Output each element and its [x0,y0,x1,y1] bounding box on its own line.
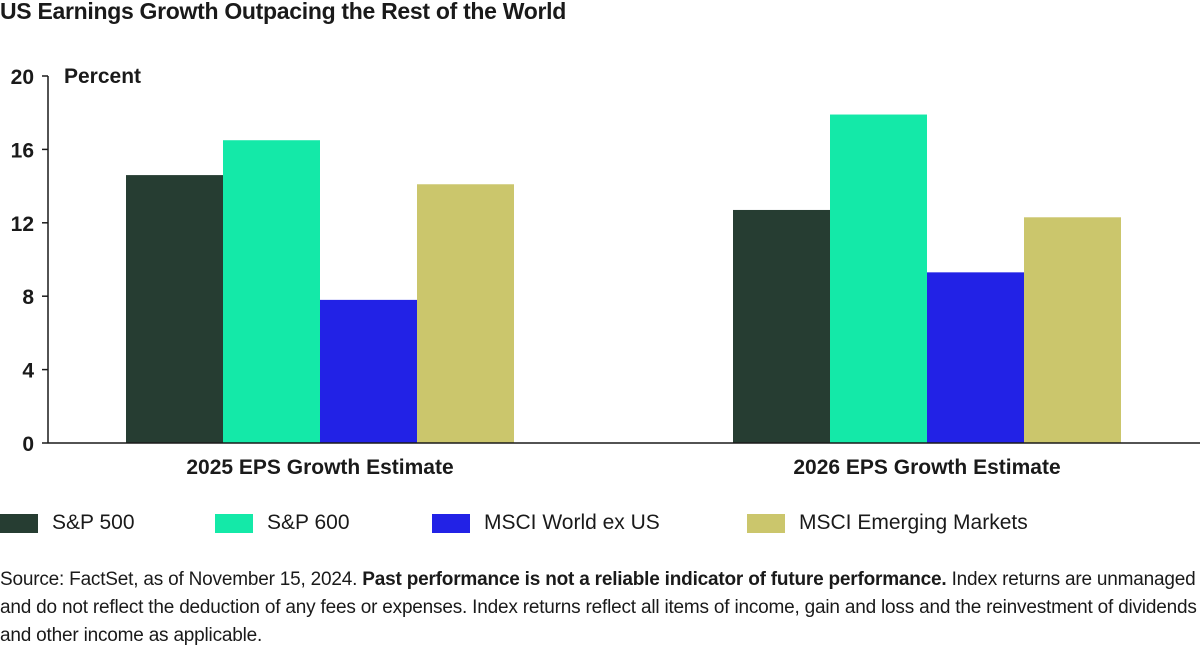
legend-swatch-sp600 [215,513,253,533]
y-tick-label-0: 0 [22,433,34,456]
legend-swatch-sp500 [0,513,38,533]
legend-label-msci-em: MSCI Emerging Markets [799,511,1028,534]
bar-1-1 [126,175,223,443]
y-tick-label-4: 4 [22,360,34,383]
bar-2-1 [733,209,830,443]
x-tick-label-1: 2025 EPS Growth Estimate [186,456,453,479]
y-axis-label: Percent [64,65,141,88]
legend-swatch-msci-em [747,513,785,533]
legend-item-sp500: S&P 500 [0,508,135,538]
bars-group [126,114,1121,443]
bar-2-2 [830,114,927,443]
bar-2-3 [927,272,1024,443]
footnote-disclaimer: Past performance is not a reliable indic… [362,569,947,590]
footnote-details: Index returns are unmanaged and do not r… [0,569,1197,646]
bar-2-4 [1024,217,1121,443]
legend-item-msci-em: MSCI Emerging Markets [747,508,1028,538]
bar-1-2 [223,140,320,443]
legend-item-sp600: S&P 600 [215,508,350,538]
footnote: Source: FactSet, as of November 15, 2024… [0,566,1200,650]
y-tick-label-12: 12 [11,213,34,236]
legend-label-sp600: S&P 600 [267,511,350,534]
y-tick-label-16: 16 [11,139,34,162]
y-tick-label-8: 8 [22,286,34,309]
bar-1-4 [417,184,514,443]
legend-swatch-msci-world [432,513,470,533]
legend-label-msci-world: MSCI World ex US [484,511,660,534]
bar-chart: 2025 EPS Growth Estimate 2026 EPS Growth … [11,65,1200,479]
footnote-source: Source: FactSet, as of November 15, 2024… [0,569,363,590]
bar-1-3 [320,299,417,443]
legend-item-msci-world: MSCI World ex US [432,508,660,538]
axes-group: 2025 EPS Growth Estimate 2026 EPS Growth … [11,65,1200,479]
x-tick-label-2: 2026 EPS Growth Estimate [793,456,1060,479]
legend-label-sp500: S&P 500 [52,511,135,534]
legend: S&P 500 S&P 600 MSCI World ex US MSCI Em… [0,508,1200,538]
chart-title: US Earnings Growth Outpacing the Rest of… [0,0,566,24]
y-tick-label-20: 20 [11,66,34,89]
